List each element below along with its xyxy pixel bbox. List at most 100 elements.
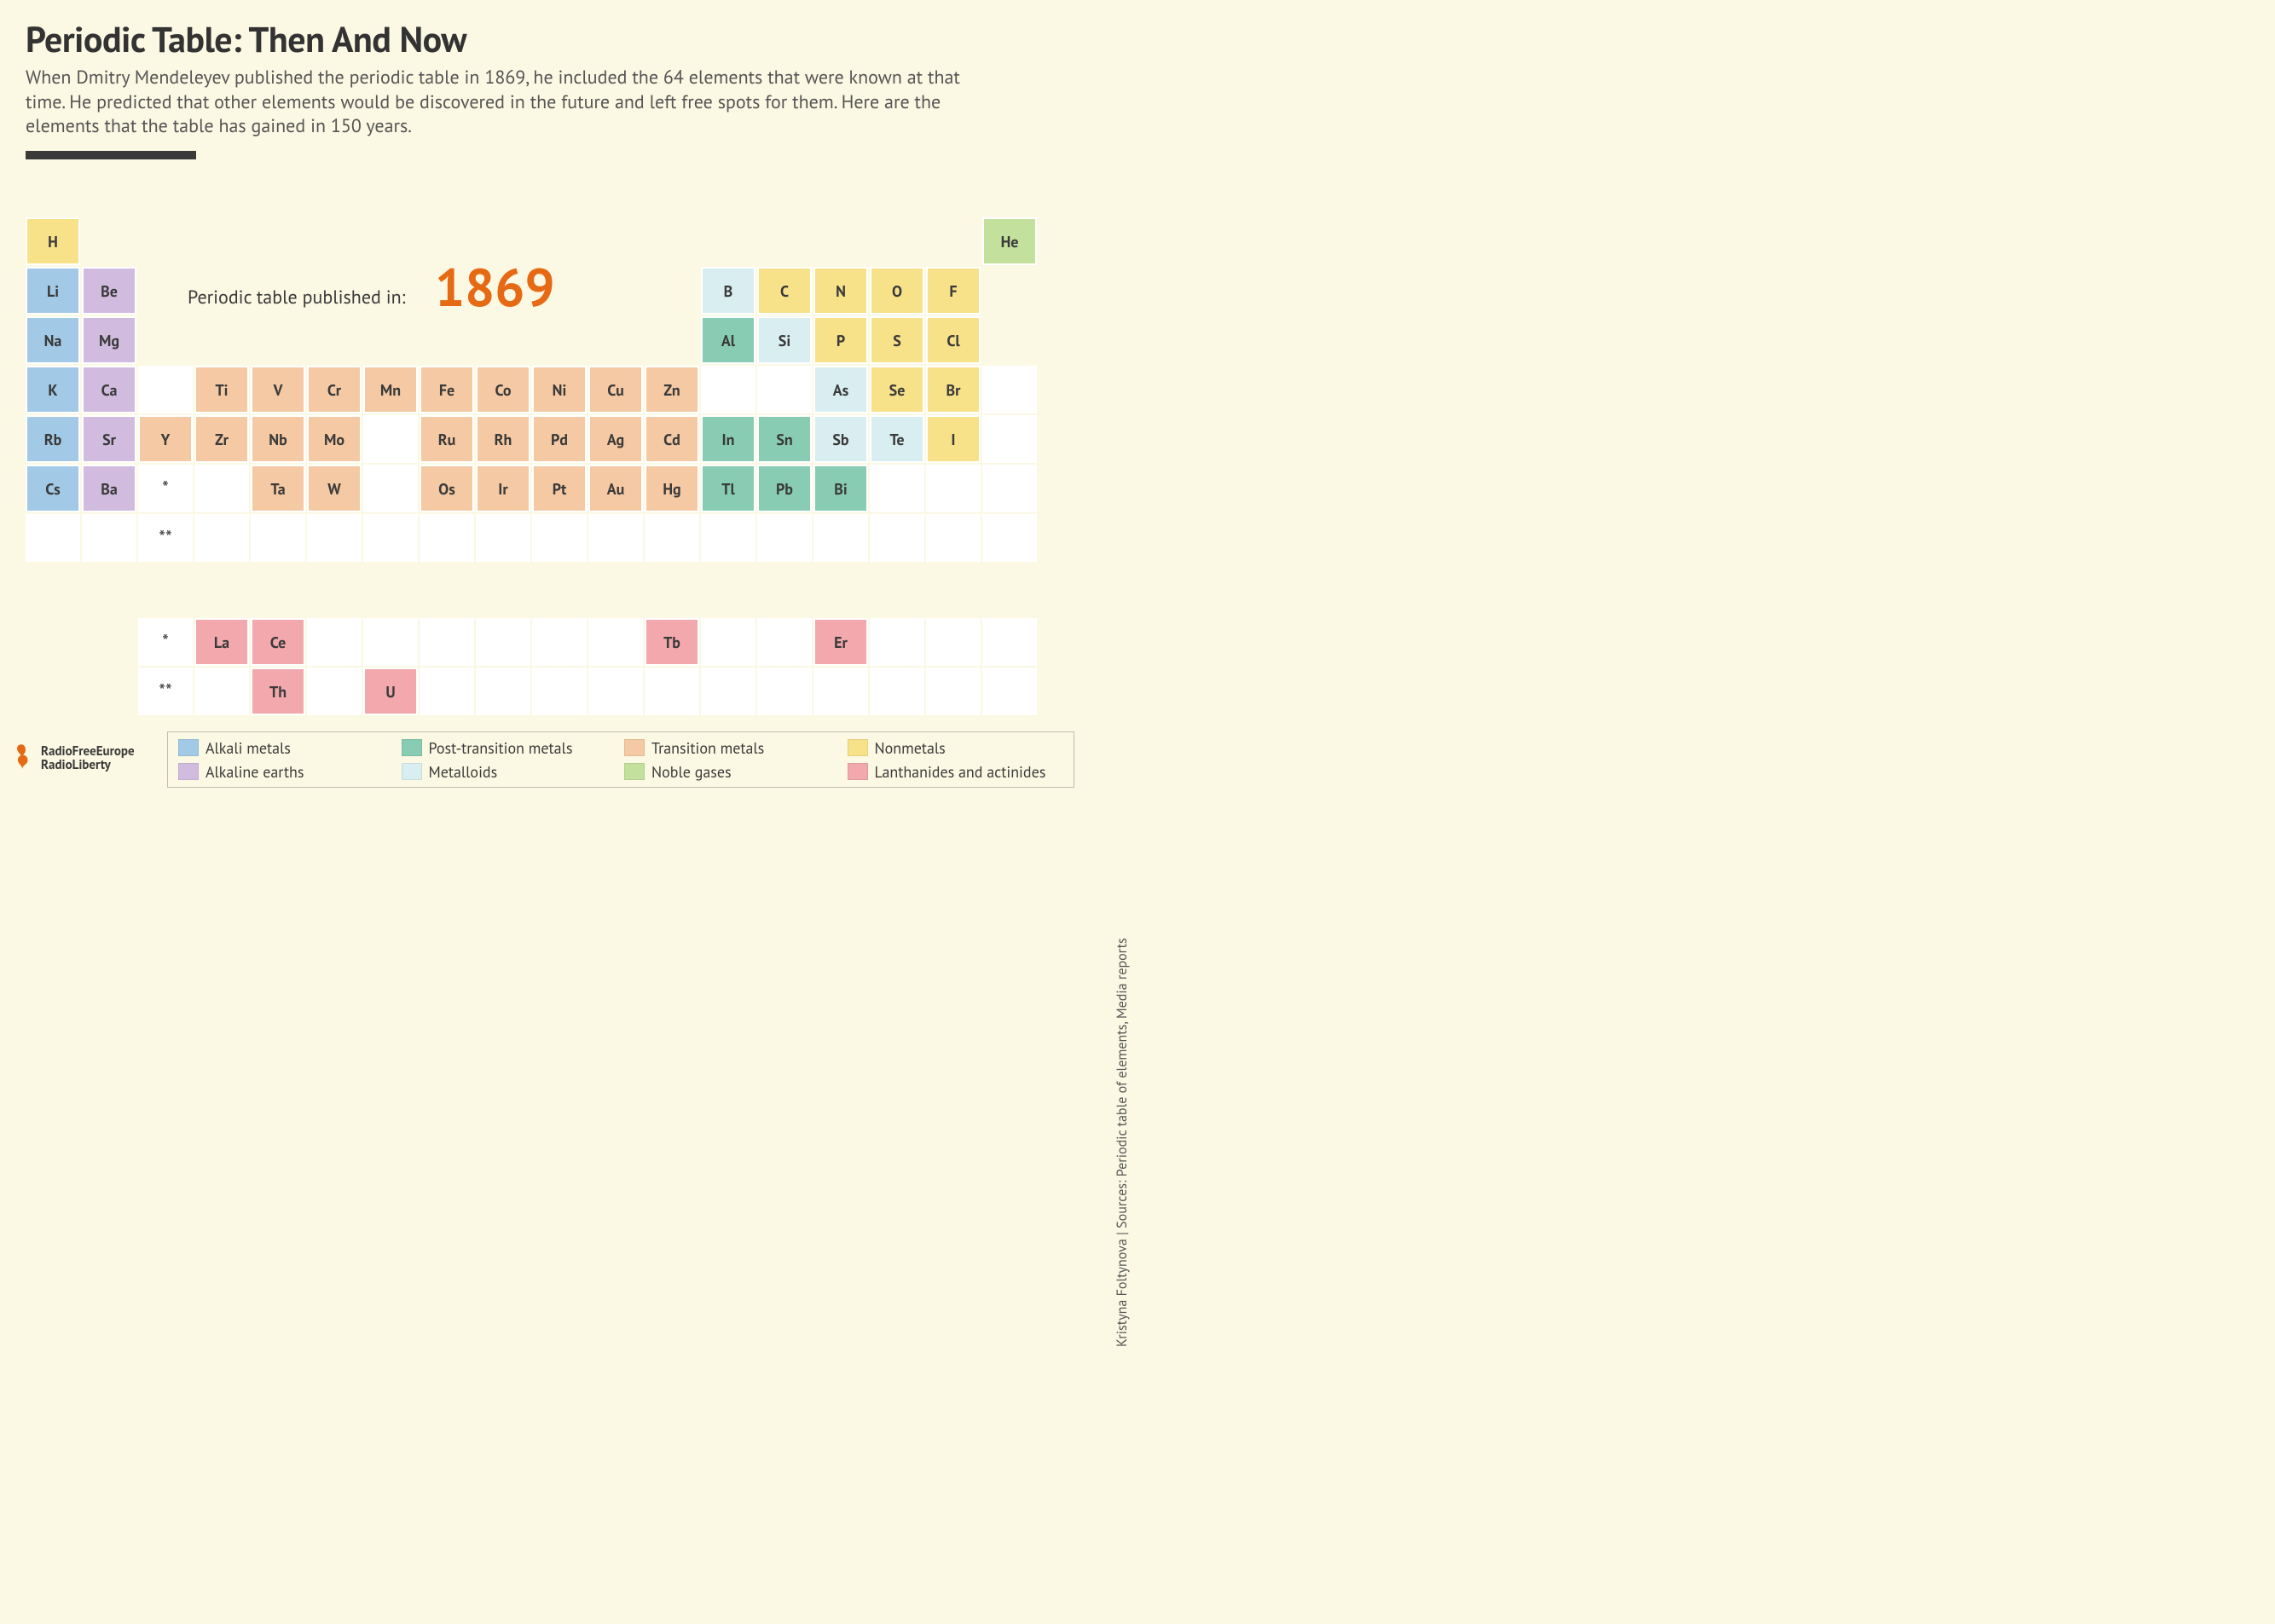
element-Y: Y bbox=[138, 415, 193, 463]
periodic-table-main: Periodic table published in: 1869 HHeLiB… bbox=[26, 217, 1074, 562]
element-Bi: Bi bbox=[813, 465, 868, 512]
element-Li: Li bbox=[26, 267, 80, 315]
periodic-table-fblock: *LaCeTbEr**ThU bbox=[26, 618, 1074, 715]
empty-cell bbox=[363, 618, 418, 666]
page-subtitle: When Dmitry Mendeleyev published the per… bbox=[0, 66, 1138, 139]
empty-cell bbox=[926, 668, 981, 715]
empty-cell bbox=[982, 668, 1037, 715]
element-Mg: Mg bbox=[82, 316, 136, 364]
element-Be: Be bbox=[82, 267, 136, 315]
element-Pb: Pb bbox=[757, 465, 812, 512]
empty-cell bbox=[870, 618, 924, 666]
empty-cell bbox=[757, 668, 812, 715]
element-V: V bbox=[251, 366, 305, 413]
element-Br: Br bbox=[926, 366, 981, 413]
empty-cell bbox=[757, 366, 812, 413]
empty-cell bbox=[926, 465, 981, 512]
element-Th: Th bbox=[251, 668, 305, 715]
element-Cl: Cl bbox=[926, 316, 981, 364]
legend-swatch bbox=[402, 763, 422, 780]
element-W: W bbox=[307, 465, 362, 512]
legend-label: Transition metals bbox=[651, 738, 764, 758]
legend-swatch bbox=[848, 739, 868, 756]
brand-line2: RadioLiberty bbox=[41, 759, 135, 772]
empty-cell bbox=[138, 366, 193, 413]
empty-cell bbox=[982, 514, 1037, 562]
element-Ir: Ir bbox=[476, 465, 530, 512]
element-Au: Au bbox=[588, 465, 643, 512]
empty-cell bbox=[82, 514, 136, 562]
element-Ni: Ni bbox=[532, 366, 587, 413]
legend-label: Noble gases bbox=[651, 762, 732, 782]
empty-cell bbox=[870, 514, 924, 562]
legend-swatch bbox=[402, 739, 422, 756]
element-H: H bbox=[26, 217, 80, 265]
legend-swatch bbox=[178, 763, 199, 780]
empty-cell bbox=[757, 618, 812, 666]
empty-cell bbox=[194, 668, 249, 715]
element-Si: Si bbox=[757, 316, 812, 364]
empty-cell bbox=[251, 514, 305, 562]
element-Mo: Mo bbox=[307, 415, 362, 463]
empty-cell bbox=[420, 514, 474, 562]
empty-cell bbox=[420, 618, 474, 666]
element-Zr: Zr bbox=[194, 415, 249, 463]
element-Sn: Sn bbox=[757, 415, 812, 463]
element-Tb: Tb bbox=[645, 618, 699, 666]
empty-cell bbox=[926, 514, 981, 562]
legend-swatch bbox=[624, 739, 645, 756]
asterisk-cell: * bbox=[138, 465, 193, 512]
element-Cu: Cu bbox=[588, 366, 643, 413]
element-K: K bbox=[26, 366, 80, 413]
element-Tl: Tl bbox=[701, 465, 755, 512]
empty-cell bbox=[645, 514, 699, 562]
element-I: I bbox=[926, 415, 981, 463]
torch-icon bbox=[10, 742, 34, 776]
element-Cr: Cr bbox=[307, 366, 362, 413]
element-As: As bbox=[813, 366, 868, 413]
empty-cell bbox=[588, 514, 643, 562]
element-Ru: Ru bbox=[420, 415, 474, 463]
empty-cell bbox=[926, 618, 981, 666]
empty-cell bbox=[194, 465, 249, 512]
empty-cell bbox=[701, 668, 755, 715]
legend-item-post: Post-transition metals bbox=[402, 736, 618, 760]
empty-cell bbox=[363, 514, 418, 562]
empty-cell bbox=[982, 618, 1037, 666]
empty-cell bbox=[307, 618, 362, 666]
divider-bar bbox=[26, 151, 196, 159]
legend-label: Alkaline earths bbox=[206, 762, 304, 782]
empty-cell bbox=[870, 668, 924, 715]
credit-sidebar: Kristyna Foltynova | Sources: Periodic t… bbox=[1114, 222, 1131, 784]
legend-item-lanth: Lanthanides and actinides bbox=[848, 760, 1064, 783]
legend-item-alkaline: Alkaline earths bbox=[178, 760, 395, 783]
element-Al: Al bbox=[701, 316, 755, 364]
empty-cell bbox=[363, 465, 418, 512]
element-S: S bbox=[870, 316, 924, 364]
year-caption: Periodic table published in: bbox=[188, 286, 405, 309]
element-Nb: Nb bbox=[251, 415, 305, 463]
element-Ca: Ca bbox=[82, 366, 136, 413]
empty-cell bbox=[476, 618, 530, 666]
element-P: P bbox=[813, 316, 868, 364]
empty-cell bbox=[982, 415, 1037, 463]
element-Ag: Ag bbox=[588, 415, 643, 463]
legend-label: Metalloids bbox=[429, 762, 498, 782]
empty-cell bbox=[363, 415, 418, 463]
element-Te: Te bbox=[870, 415, 924, 463]
empty-cell bbox=[813, 668, 868, 715]
legend-item-noble: Noble gases bbox=[624, 760, 841, 783]
empty-cell bbox=[307, 514, 362, 562]
legend-label: Alkali metals bbox=[206, 738, 291, 758]
element-He: He bbox=[982, 217, 1037, 265]
legend-item-nonmetal: Nonmetals bbox=[848, 736, 1064, 760]
asterisk-cell: ** bbox=[138, 668, 193, 715]
empty-cell bbox=[757, 514, 812, 562]
legend-item-transition: Transition metals bbox=[624, 736, 841, 760]
page-title: Periodic Table: Then And Now bbox=[0, 0, 1138, 66]
asterisk-cell: * bbox=[138, 618, 193, 666]
element-Os: Os bbox=[420, 465, 474, 512]
empty-cell bbox=[532, 514, 587, 562]
asterisk-cell: ** bbox=[138, 514, 193, 562]
element-Ti: Ti bbox=[194, 366, 249, 413]
